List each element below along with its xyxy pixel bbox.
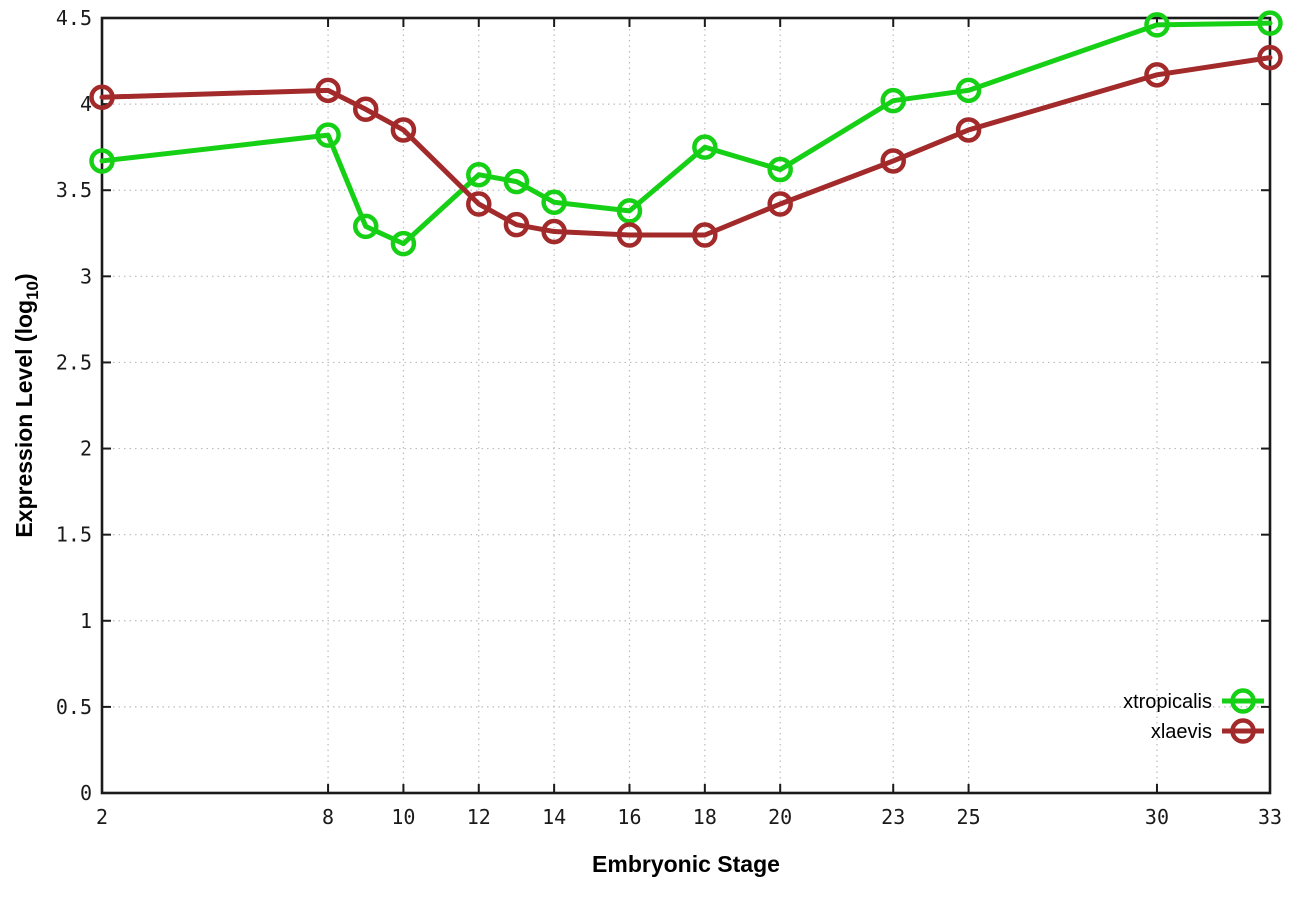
legend-marker-xlaevis bbox=[1230, 718, 1256, 744]
data-point-xtropicalis bbox=[352, 213, 379, 240]
x-tick-label: 23 bbox=[881, 805, 905, 829]
data-point-xtropicalis bbox=[692, 134, 718, 160]
data-point-xtropicalis bbox=[955, 77, 982, 104]
y-tick-label: 1 bbox=[80, 609, 92, 633]
data-point-xtropicalis bbox=[315, 122, 341, 148]
data-point-xtropicalis bbox=[89, 148, 115, 174]
data-point-xtropicalis bbox=[1144, 12, 1170, 38]
x-tick-label: 14 bbox=[542, 805, 566, 829]
legend-label-xtropicalis: xtropicalis bbox=[1123, 691, 1212, 713]
legend-label-xlaevis: xlaevis bbox=[1151, 721, 1212, 743]
x-tick-label: 2 bbox=[96, 805, 108, 829]
data-point-xlaevis bbox=[880, 148, 906, 174]
data-point-xlaevis bbox=[1257, 44, 1283, 71]
x-axis-label: Embryonic Stage bbox=[592, 851, 780, 877]
plot-border bbox=[100, 16, 1272, 795]
y-tick-label: 2 bbox=[80, 437, 92, 461]
y-tick-label: 4 bbox=[80, 92, 92, 116]
y-tick-label: 2.5 bbox=[56, 350, 92, 374]
series-line-xlaevis bbox=[99, 55, 1273, 238]
y-tick-label: 1.5 bbox=[56, 523, 92, 547]
data-point-xtropicalis bbox=[503, 168, 530, 195]
data-point-xlaevis bbox=[352, 96, 379, 123]
x-tick-label: 33 bbox=[1258, 805, 1282, 829]
x-tick-label: 8 bbox=[322, 805, 334, 829]
y-tick-label: 0 bbox=[80, 781, 92, 805]
x-tick-label: 16 bbox=[617, 805, 641, 829]
data-point-xlaevis bbox=[541, 218, 567, 245]
x-tick-label: 20 bbox=[768, 805, 792, 829]
y-axis-label: Expression Level (log10) bbox=[11, 273, 42, 537]
x-tick-label: 30 bbox=[1145, 805, 1169, 829]
y-tick-label: 0.5 bbox=[56, 695, 92, 719]
data-point-xtropicalis bbox=[390, 230, 417, 257]
data-point-xtropicalis bbox=[767, 156, 793, 183]
data-point-xlaevis bbox=[89, 84, 115, 110]
y-tick-label: 3 bbox=[80, 264, 92, 288]
data-point-xlaevis bbox=[503, 211, 530, 238]
data-point-xlaevis bbox=[692, 222, 718, 248]
data-point-xlaevis bbox=[315, 77, 341, 104]
data-point-xtropicalis bbox=[616, 198, 643, 224]
legend-marker-xtropicalis bbox=[1230, 688, 1256, 714]
data-point-xtropicalis bbox=[466, 161, 492, 188]
data-point-xtropicalis bbox=[1257, 10, 1283, 36]
data-point-xlaevis bbox=[616, 222, 643, 248]
data-point-xlaevis bbox=[390, 117, 417, 143]
data-point-xtropicalis bbox=[880, 87, 906, 114]
data-point-xlaevis bbox=[1144, 62, 1170, 88]
x-tick-label: 10 bbox=[391, 805, 415, 829]
data-point-xlaevis bbox=[955, 117, 982, 143]
data-point-xtropicalis bbox=[541, 189, 567, 216]
x-tick-label: 25 bbox=[957, 805, 981, 829]
x-tick-label: 12 bbox=[467, 805, 491, 829]
y-tick-label: 3.5 bbox=[56, 178, 92, 202]
data-point-xlaevis bbox=[767, 191, 793, 217]
x-tick-label: 18 bbox=[693, 805, 717, 829]
y-tick-label: 4.5 bbox=[56, 6, 92, 30]
data-point-xlaevis bbox=[466, 191, 492, 217]
